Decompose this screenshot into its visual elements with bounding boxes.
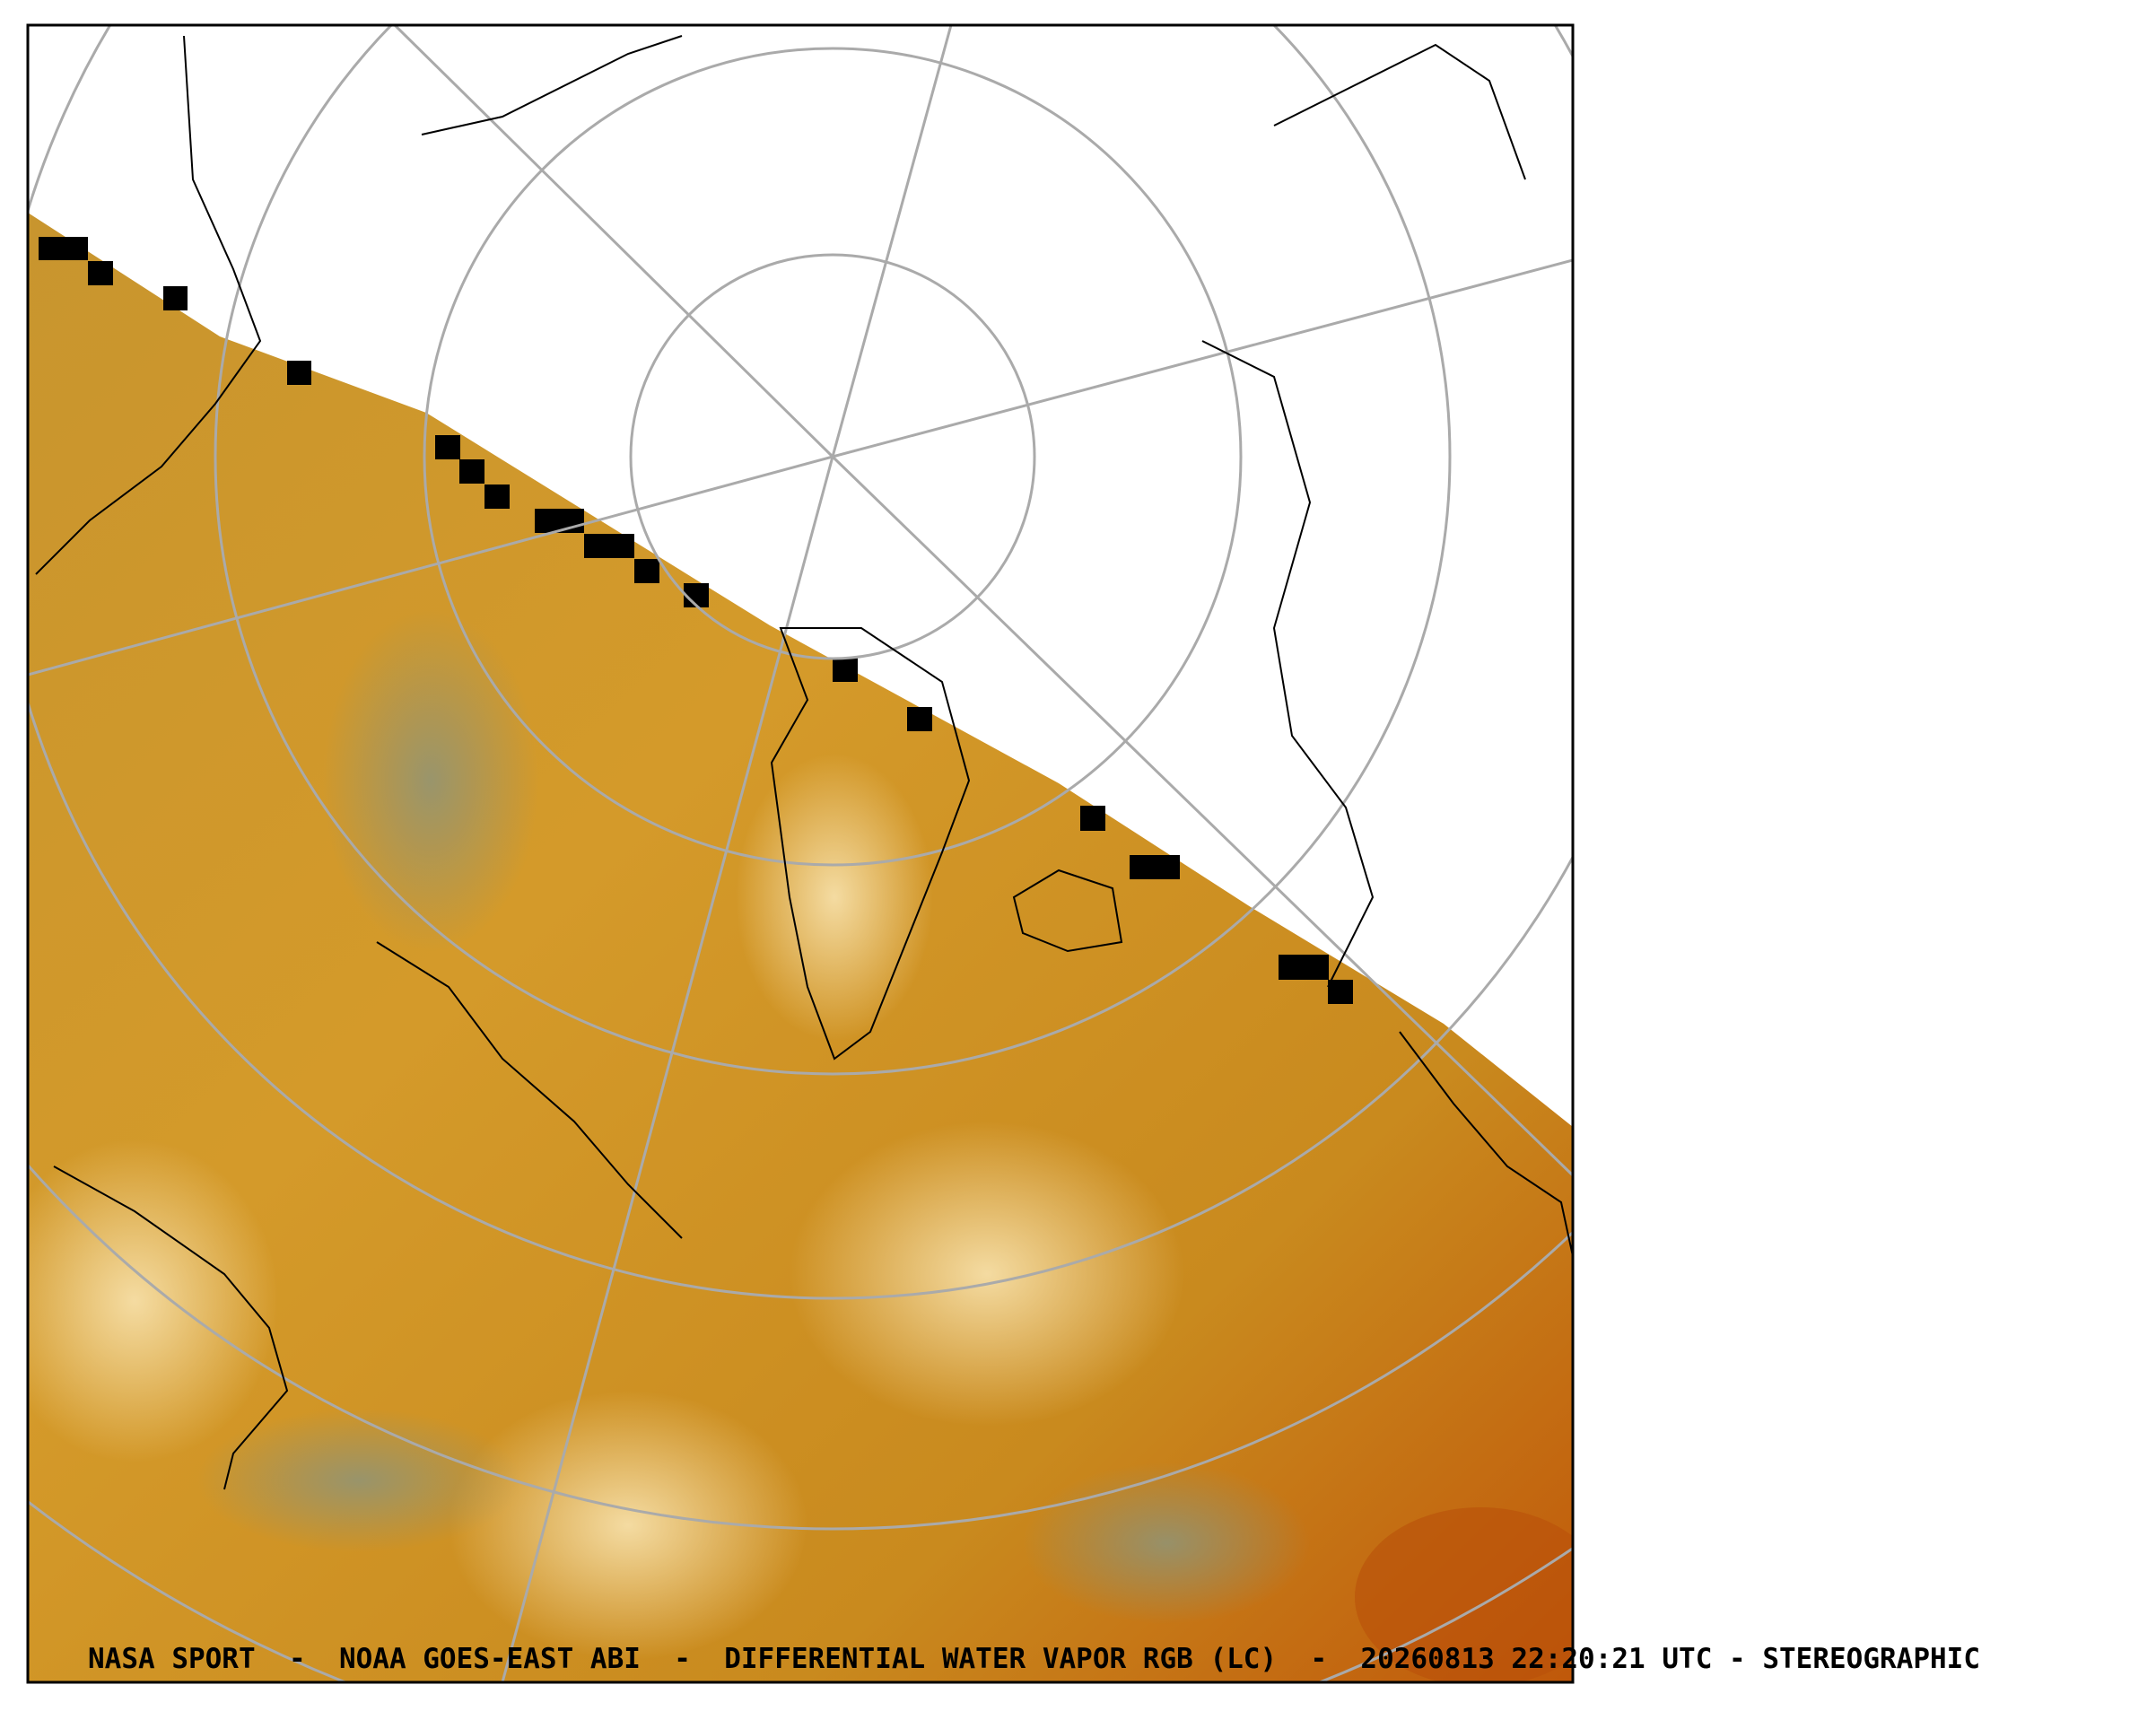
caption: NASA SPORT - NOAA GOES-EAST ABI - DIFFER… xyxy=(88,1643,1980,1675)
coastlines xyxy=(35,35,1573,1490)
frame xyxy=(26,23,1575,1684)
missing-data-pixels xyxy=(39,237,1353,1004)
imagery-features xyxy=(28,610,1573,1682)
